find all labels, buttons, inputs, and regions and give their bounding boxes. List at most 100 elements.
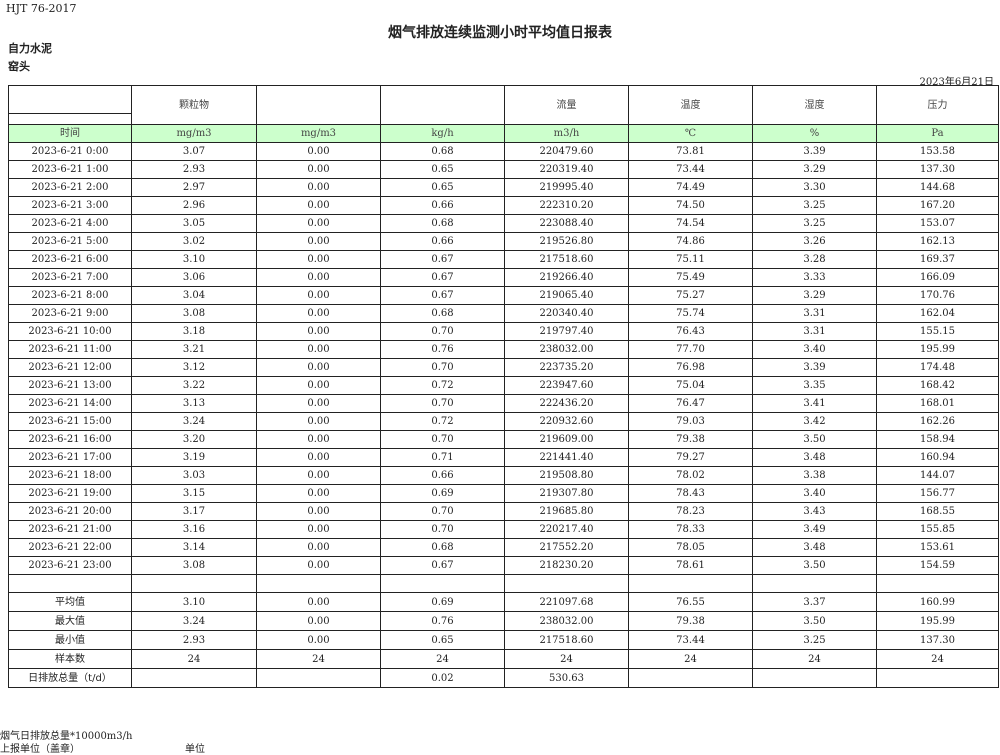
value-cell: 3.08: [131, 304, 257, 323]
value-cell: 144.68: [876, 178, 999, 197]
value-cell: 238032.00: [504, 340, 629, 359]
value-cell: 0.00: [256, 160, 381, 179]
value-cell: 0.00: [256, 250, 381, 269]
table-row: 2023-6-21 7:00 3.06 0.00 0.67 219266.40 75.49…: [8, 268, 999, 287]
value-cell: 0.66: [380, 232, 505, 251]
summary-value: 24: [380, 649, 505, 669]
time-cell: 2023-6-21 14:00: [8, 394, 132, 413]
value-cell: 3.13: [131, 394, 257, 413]
time-cell: 2023-6-21 1:00: [8, 160, 132, 179]
column-header: 流量: [504, 85, 629, 125]
value-cell: 0.68: [380, 304, 505, 323]
value-cell: 2.96: [131, 196, 257, 215]
value-cell: 219266.40: [504, 268, 629, 287]
value-cell: 76.47: [628, 394, 753, 413]
value-cell: 219685.80: [504, 502, 629, 521]
time-cell: 2023-6-21 19:00: [8, 484, 132, 503]
value-cell: 220217.40: [504, 520, 629, 539]
value-cell: 0.00: [256, 430, 381, 449]
column-header: 湿度: [752, 85, 877, 125]
value-cell: 3.25: [752, 196, 877, 215]
empty-cell: [256, 574, 381, 593]
value-cell: 222436.20: [504, 394, 629, 413]
summary-value: 137.30: [876, 630, 999, 650]
time-cell: 2023-6-21 23:00: [8, 556, 132, 575]
empty-cell: [131, 574, 257, 593]
summary-value: 217518.60: [504, 630, 629, 650]
value-cell: 0.00: [256, 448, 381, 467]
value-cell: 0.65: [380, 160, 505, 179]
table-row: 2023-6-21 14:00 3.13 0.00 0.70 222436.20 76.4…: [8, 394, 999, 413]
unit-cell: Pa: [876, 124, 999, 143]
unit-cell: mg/m3: [131, 124, 257, 143]
value-cell: 0.00: [256, 520, 381, 539]
unit-cell: %: [752, 124, 877, 143]
value-cell: 78.23: [628, 502, 753, 521]
table-row: 2023-6-21 20:00 3.17 0.00 0.70 219685.80 78.2…: [8, 502, 999, 521]
value-cell: 0.67: [380, 556, 505, 575]
summary-value: 3.10: [131, 592, 257, 612]
summary-value: 73.44: [628, 630, 753, 650]
value-cell: 0.00: [256, 214, 381, 233]
value-cell: 75.27: [628, 286, 753, 305]
summary-value: 0.65: [380, 630, 505, 650]
value-cell: 0.00: [256, 394, 381, 413]
summary-label: 日排放总量（t/d）: [8, 668, 132, 688]
summary-value: [752, 668, 877, 688]
value-cell: 75.11: [628, 250, 753, 269]
value-cell: 3.39: [752, 142, 877, 161]
value-cell: 3.43: [752, 502, 877, 521]
summary-value: 3.24: [131, 611, 257, 631]
value-cell: 3.29: [752, 160, 877, 179]
unit-row: 时间 mg/m3 mg/m3 kg/h m3/h ℃% Pa: [8, 124, 999, 143]
summary-value: 195.99: [876, 611, 999, 631]
value-cell: 3.38: [752, 466, 877, 485]
summary-value: 76.55: [628, 592, 753, 612]
empty-cell: [504, 574, 629, 593]
summary-row: 最小值 2.93 0.00 0.65 217518.60 73.44 3.25 137.30: [8, 630, 999, 650]
value-cell: 2.93: [131, 160, 257, 179]
value-cell: 0.70: [380, 394, 505, 413]
value-cell: 160.94: [876, 448, 999, 467]
value-cell: 3.50: [752, 556, 877, 575]
summary-label: 最大值: [8, 611, 132, 631]
table-row: 2023-6-21 15:00 3.24 0.00 0.72 220932.60 79.0…: [8, 412, 999, 431]
value-cell: 75.74: [628, 304, 753, 323]
summary-value: [628, 668, 753, 688]
value-cell: 219609.00: [504, 430, 629, 449]
value-cell: 76.43: [628, 322, 753, 341]
time-cell: 2023-6-21 18:00: [8, 466, 132, 485]
value-cell: 0.69: [380, 484, 505, 503]
time-cell: 2023-6-21 20:00: [8, 502, 132, 521]
empty-cell: [380, 574, 505, 593]
value-cell: 3.25: [752, 214, 877, 233]
time-cell: 2023-6-21 5:00: [8, 232, 132, 251]
value-cell: 75.49: [628, 268, 753, 287]
value-cell: 169.37: [876, 250, 999, 269]
value-cell: 3.03: [131, 466, 257, 485]
value-cell: 0.00: [256, 358, 381, 377]
table-row: 2023-6-21 2:00 2.97 0.00 0.65 219995.40 74.49…: [8, 178, 999, 197]
value-cell: 3.02: [131, 232, 257, 251]
value-cell: 162.04: [876, 304, 999, 323]
value-cell: 0.00: [256, 196, 381, 215]
column-header: [256, 85, 381, 125]
table-row: 2023-6-21 21:00 3.16 0.00 0.70 220217.40 78.3…: [8, 520, 999, 539]
value-cell: 168.42: [876, 376, 999, 395]
value-cell: 3.48: [752, 448, 877, 467]
value-cell: 217552.20: [504, 538, 629, 557]
value-cell: 0.76: [380, 340, 505, 359]
value-cell: 3.16: [131, 520, 257, 539]
value-cell: 195.99: [876, 340, 999, 359]
column-header: 压力: [876, 85, 999, 125]
value-cell: 75.04: [628, 376, 753, 395]
value-cell: 0.66: [380, 466, 505, 485]
column-header: [8, 85, 132, 125]
value-cell: 219797.40: [504, 322, 629, 341]
summary-value: 24: [628, 649, 753, 669]
value-cell: 0.00: [256, 376, 381, 395]
value-cell: 223735.20: [504, 358, 629, 377]
value-cell: 153.07: [876, 214, 999, 233]
summary-value: 2.93: [131, 630, 257, 650]
value-cell: 223947.60: [504, 376, 629, 395]
